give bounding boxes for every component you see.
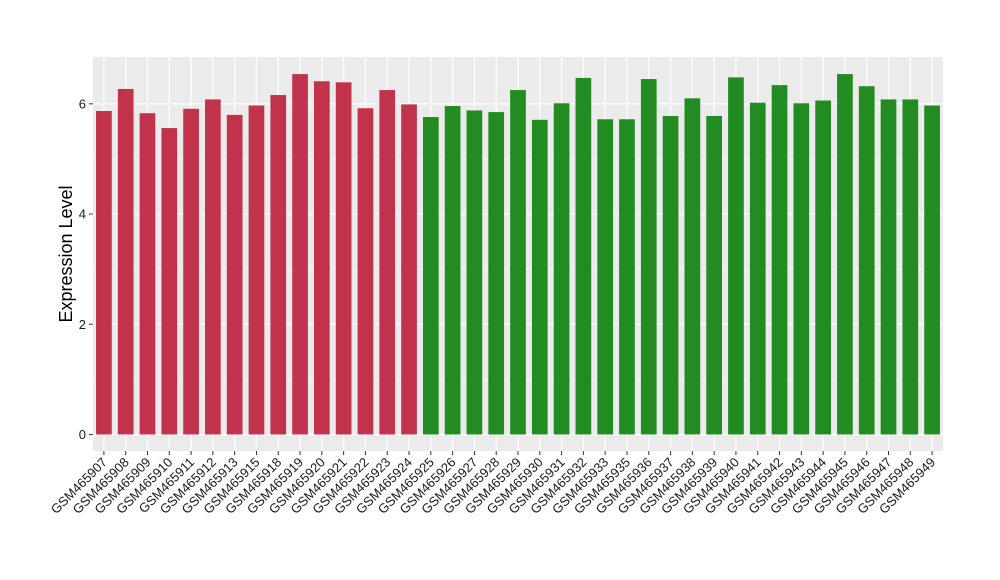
y-axis: 0 2 4 6	[79, 96, 93, 442]
bar	[248, 105, 265, 435]
bar	[902, 99, 919, 435]
bar	[619, 119, 635, 435]
bar	[96, 111, 112, 435]
y-axis-title: Expression Level	[56, 185, 76, 322]
bar	[510, 90, 526, 435]
y-tick-label: 0	[79, 427, 86, 442]
bar	[728, 77, 744, 435]
bar	[314, 81, 330, 435]
y-tick-label: 2	[79, 317, 86, 332]
bar	[488, 112, 505, 435]
bar	[749, 102, 766, 435]
bar	[205, 99, 221, 435]
bar	[117, 88, 134, 435]
bar	[270, 95, 287, 435]
bar	[379, 90, 396, 435]
x-axis: GSM465907GSM465908GSM465909GSM465910GSM4…	[48, 451, 938, 517]
bar	[183, 108, 199, 435]
bar	[292, 74, 308, 435]
bar	[422, 117, 439, 435]
bar	[924, 105, 940, 435]
bar	[771, 85, 788, 435]
bar	[531, 119, 548, 435]
bar	[880, 99, 897, 435]
bar	[597, 119, 614, 435]
bar	[837, 74, 853, 435]
bar	[575, 77, 592, 435]
y-tick-label: 4	[79, 207, 86, 222]
bar	[444, 106, 461, 435]
bars	[96, 74, 940, 435]
bar	[401, 104, 417, 435]
bar	[684, 98, 701, 435]
bar	[139, 113, 156, 435]
bar	[815, 100, 831, 435]
bar	[858, 86, 875, 435]
bar	[466, 110, 483, 435]
bar	[662, 115, 679, 435]
bar	[553, 103, 570, 435]
bar	[335, 82, 352, 435]
bar	[161, 128, 178, 435]
bar	[706, 115, 722, 435]
bar	[793, 103, 810, 435]
y-tick-label: 6	[79, 96, 86, 111]
bar	[226, 114, 243, 435]
bar	[357, 108, 374, 435]
bar	[640, 79, 657, 435]
